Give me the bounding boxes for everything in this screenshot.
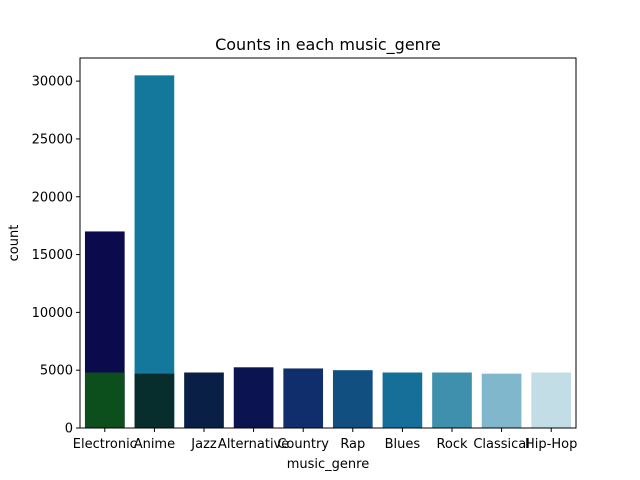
bars-group xyxy=(84,75,572,428)
x-tick-label: Anime xyxy=(134,437,175,452)
bar-country-lower xyxy=(283,368,324,428)
x-tick-label: Classical xyxy=(473,437,530,452)
y-tick-label: 5000 xyxy=(40,364,73,379)
bar-hip-hop-lower xyxy=(531,372,572,428)
x-axis-label: music_genre xyxy=(287,457,369,472)
y-tick-label: 20000 xyxy=(32,190,73,205)
bar-anime-upper xyxy=(134,75,175,428)
y-tick-label: 30000 xyxy=(32,75,73,90)
bar-electronic-lower xyxy=(84,372,125,428)
x-tick-label: Hip-Hop xyxy=(525,437,577,452)
y-tick-label: 25000 xyxy=(32,132,73,147)
y-axis-label: count xyxy=(7,225,22,262)
y-tick-label: 10000 xyxy=(32,306,73,321)
y-tick-label: 0 xyxy=(65,422,73,437)
bar-rock-lower xyxy=(432,372,472,428)
x-tick-label: Blues xyxy=(385,437,421,452)
plot-frame xyxy=(79,57,577,429)
chart-title: Counts in each music_genre xyxy=(215,35,441,55)
bar-alternative-lower xyxy=(233,367,274,428)
bar-classical-lower xyxy=(481,373,522,428)
x-tick-label: Jazz xyxy=(190,437,217,452)
bar-jazz-lower xyxy=(184,372,224,428)
bar-blues-lower xyxy=(382,372,423,428)
bar-rap-lower xyxy=(332,370,373,428)
x-tick-label: Rap xyxy=(340,437,365,452)
x-tick-label: Rock xyxy=(436,437,468,452)
x-tick-label: Electronic xyxy=(73,437,137,452)
y-tick-label: 15000 xyxy=(32,248,73,263)
bar-anime-lower xyxy=(134,373,175,428)
y-axis-ticks: 0 5000 10000 15000 20000 25000 30000 xyxy=(32,75,80,437)
x-tick-label: Country xyxy=(277,437,329,452)
x-tick-label: Alternative xyxy=(218,437,289,452)
